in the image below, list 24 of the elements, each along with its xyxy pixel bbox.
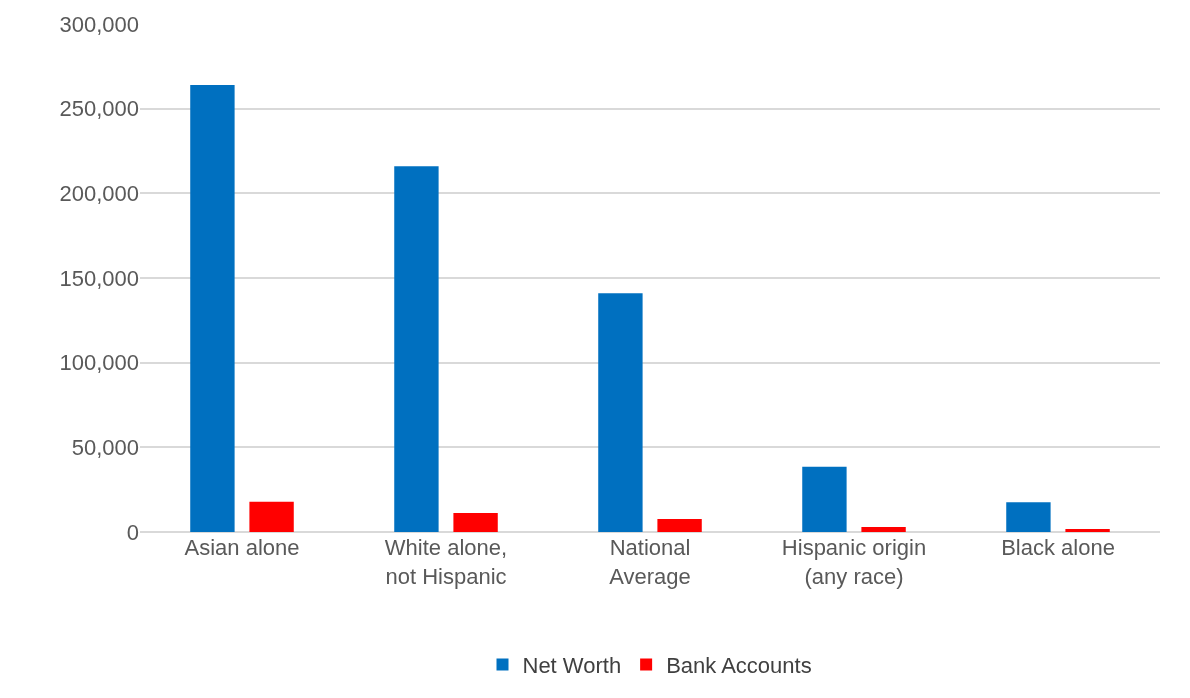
bar	[394, 166, 439, 532]
bar	[657, 518, 702, 532]
x-tick-label: Hispanic origin (any race)	[781, 535, 927, 589]
y-tick-label: 300,000	[59, 11, 139, 37]
legend-label: Net Worth	[522, 653, 622, 679]
bar	[598, 293, 643, 532]
y-tick-label: 250,000	[59, 96, 139, 122]
bar	[802, 466, 847, 532]
bar	[249, 501, 294, 532]
bar	[1065, 528, 1110, 532]
bar	[453, 513, 498, 532]
x-tick-label: White alone, not Hispanic	[384, 535, 508, 589]
y-tick-label: 0	[126, 519, 139, 545]
x-tick-label: Black alone	[1001, 535, 1115, 560]
y-tick-label: 100,000	[59, 350, 139, 376]
x-tick-label: Asian alone	[184, 535, 300, 560]
bar	[190, 84, 235, 532]
y-tick-label: 150,000	[59, 265, 139, 291]
y-tick-label: 200,000	[59, 181, 139, 207]
legend-label: Bank Accounts	[666, 653, 812, 679]
bar	[1006, 502, 1051, 532]
y-tick-label: 50,000	[71, 435, 139, 461]
x-tick-label: National Average	[609, 535, 691, 589]
bar	[861, 527, 906, 532]
